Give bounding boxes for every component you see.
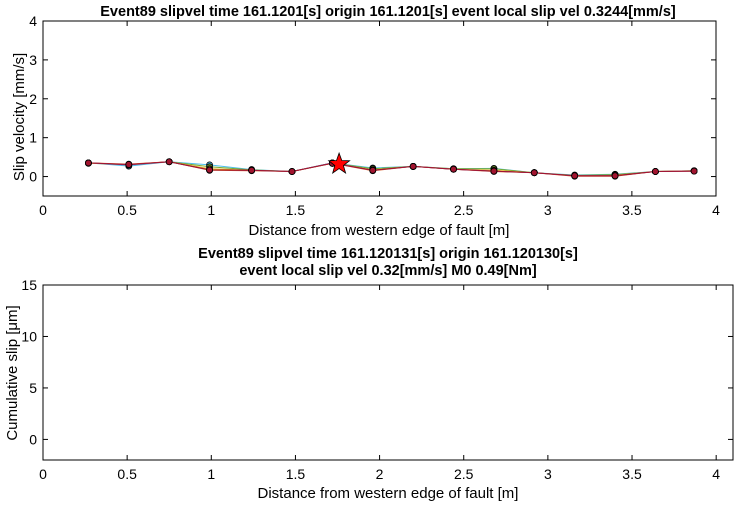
chart2-x-tick-labels: 0 0.5 1 1.5 2 2.5 3 3.5 4	[39, 466, 720, 482]
chart1-y-axis-label: Slip velocity [mm/s]	[11, 53, 28, 181]
chart1-series-group	[85, 151, 698, 180]
chart1-plot-area	[42, 20, 717, 197]
x-tick-label: 0	[39, 202, 47, 218]
chart2-y-tick-labels: 0 5 10 15	[21, 277, 37, 447]
series-5-point	[165, 158, 173, 166]
x-tick-label: 1	[207, 202, 215, 218]
y-tick-label: 10	[21, 328, 37, 344]
chart2-subtitle: event local slip vel 0.32[mm/s] M0 0.49[…	[239, 263, 537, 279]
chart1-title: Event89 slipvel time 161.1201[s] origin …	[100, 4, 676, 20]
series-5-point	[248, 166, 256, 174]
y-tick-label: 0	[29, 431, 37, 447]
x-tick-label: 2.5	[454, 466, 474, 482]
y-tick-label: 2	[29, 91, 37, 107]
x-tick-label: 2	[376, 466, 384, 482]
series-5-point	[369, 166, 377, 174]
chart1-y-tick-labels: 0 1 2 3 4	[29, 13, 37, 185]
y-tick-label: 5	[29, 380, 37, 396]
x-tick-label: 4	[712, 202, 720, 218]
x-tick-label: 0.5	[117, 202, 137, 218]
chart2-y-axis-label: Cumulative slip [μm]	[4, 305, 21, 440]
series-5-point	[690, 167, 698, 175]
plot-box	[42, 20, 717, 197]
y-tick-label: 0	[29, 169, 37, 185]
chart1-x-axis-label: Distance from western edge of fault [m]	[249, 222, 510, 239]
series-5-point	[571, 172, 579, 180]
series-5-point	[530, 169, 538, 177]
x-tick-label: 3.5	[622, 202, 642, 218]
y-tick-label: 4	[29, 13, 37, 29]
plot-box	[42, 284, 734, 461]
x-tick-label: 1.5	[286, 202, 306, 218]
y-tick-label: 1	[29, 130, 37, 146]
chart2-plot-area	[42, 284, 734, 461]
series-line-1	[88, 161, 695, 176]
series-5-point	[125, 161, 133, 168]
y-tick-label: 15	[21, 277, 37, 293]
slip-velocity-chart: Event89 slipvel time 161.1201[s] origin …	[11, 4, 720, 239]
event-origin-star-icon	[327, 151, 351, 174]
chart1-x-tick-labels: 0 0.5 1 1.5 2 2.5 3 3.5 4	[39, 202, 720, 218]
series-5-point	[206, 166, 213, 174]
series-5-point	[611, 172, 619, 180]
chart2-title: Event89 slipvel time 161.120131[s] origi…	[198, 246, 578, 262]
x-tick-label: 3.5	[622, 466, 642, 482]
x-tick-label: 1	[207, 466, 215, 482]
chart2-x-axis-label: Distance from western edge of fault [m]	[258, 485, 519, 502]
series-line-5	[88, 161, 695, 177]
series-5-point	[450, 165, 457, 173]
x-tick-label: 2.5	[454, 202, 474, 218]
series-5-point	[409, 163, 417, 170]
cumulative-slip-chart: Event89 slipvel time 161.120131[s] origi…	[4, 246, 734, 502]
x-tick-label: 4	[712, 466, 720, 482]
x-tick-label: 0.5	[117, 466, 137, 482]
y-tick-label: 3	[29, 52, 37, 68]
x-tick-label: 0	[39, 466, 47, 482]
x-tick-label: 3	[544, 202, 552, 218]
x-tick-label: 1.5	[286, 466, 306, 482]
series-5-point	[490, 167, 498, 175]
x-tick-label: 2	[376, 202, 384, 218]
x-tick-label: 3	[544, 466, 552, 482]
series-5-point	[85, 159, 92, 167]
series-5-point	[288, 168, 296, 175]
series-5-point	[652, 168, 659, 175]
